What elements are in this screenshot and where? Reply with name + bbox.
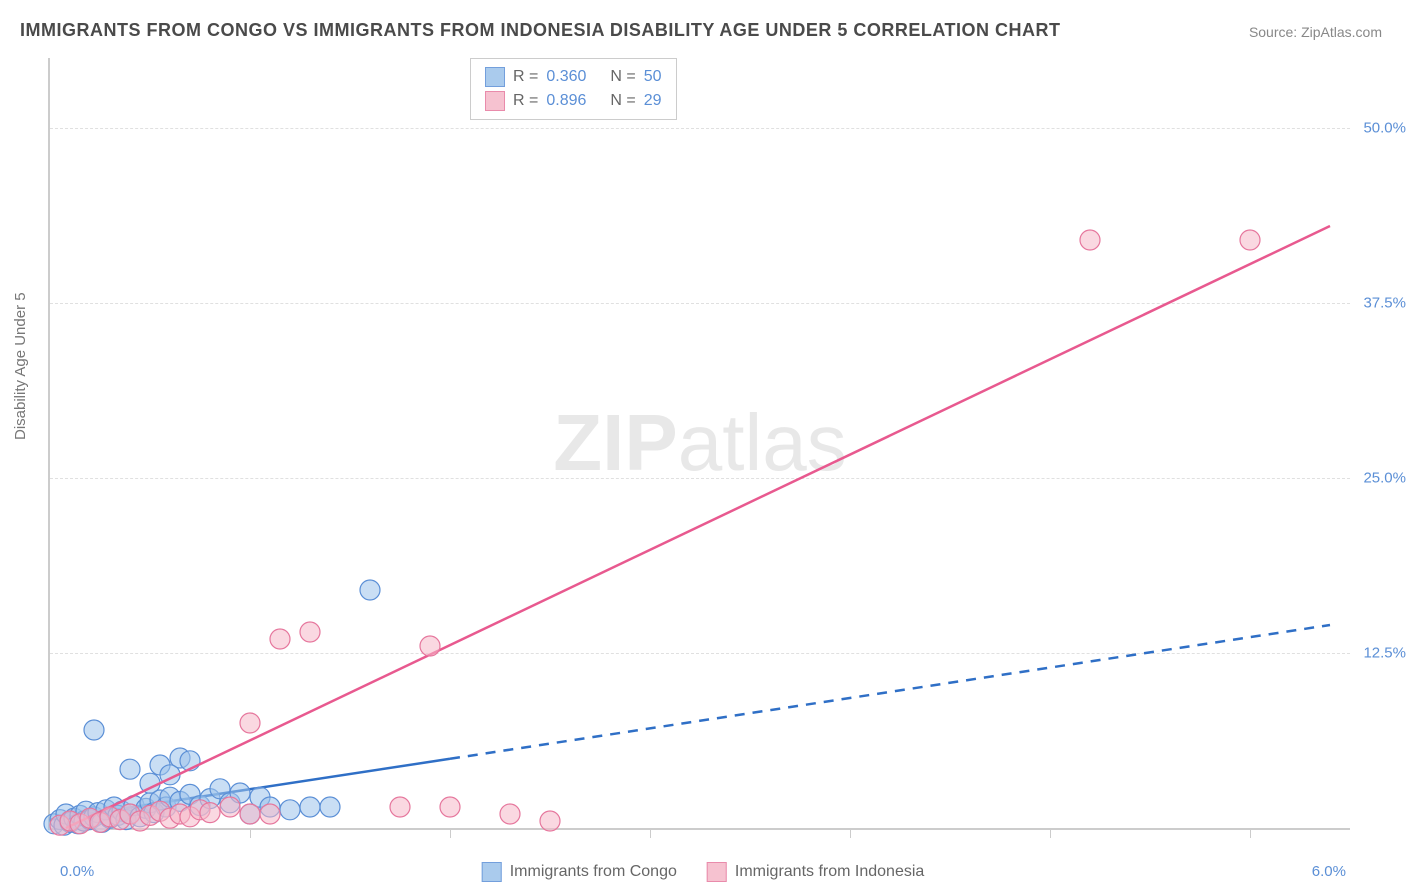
source-label: Source: ZipAtlas.com (1249, 24, 1382, 40)
stats-legend: R = 0.360 N = 50 R = 0.896 N = 29 (470, 58, 677, 120)
stats-row-indonesia: R = 0.896 N = 29 (485, 89, 662, 113)
plot-area: ZIPatlas 12.5%25.0%37.5%50.0% R = 0.360 … (48, 58, 1350, 830)
r-value-congo: 0.360 (546, 65, 586, 89)
r-label: R = (513, 89, 538, 113)
y-axis-label: Disability Age Under 5 (12, 292, 29, 440)
n-label: N = (610, 89, 635, 113)
legend-item-congo: Immigrants from Congo (482, 862, 677, 882)
legend-item-indonesia: Immigrants from Indonesia (707, 862, 924, 882)
x-axis-min-label: 0.0% (60, 863, 94, 880)
legend-swatch-congo (482, 862, 502, 882)
chart-container: IMMIGRANTS FROM CONGO VS IMMIGRANTS FROM… (0, 0, 1406, 892)
legend-label-congo: Immigrants from Congo (510, 863, 677, 881)
x-axis-max-label: 6.0% (1312, 863, 1346, 880)
legend-label-indonesia: Immigrants from Indonesia (735, 863, 924, 881)
n-label: N = (610, 65, 635, 89)
chart-svg (50, 58, 1350, 828)
n-value-indonesia: 29 (644, 89, 662, 113)
swatch-indonesia (485, 91, 505, 111)
swatch-congo (485, 67, 505, 87)
r-value-indonesia: 0.896 (546, 89, 586, 113)
chart-title: IMMIGRANTS FROM CONGO VS IMMIGRANTS FROM… (20, 20, 1061, 41)
stats-row-congo: R = 0.360 N = 50 (485, 65, 662, 89)
series-legend: Immigrants from Congo Immigrants from In… (482, 862, 925, 882)
legend-swatch-indonesia (707, 862, 727, 882)
n-value-congo: 50 (644, 65, 662, 89)
r-label: R = (513, 65, 538, 89)
